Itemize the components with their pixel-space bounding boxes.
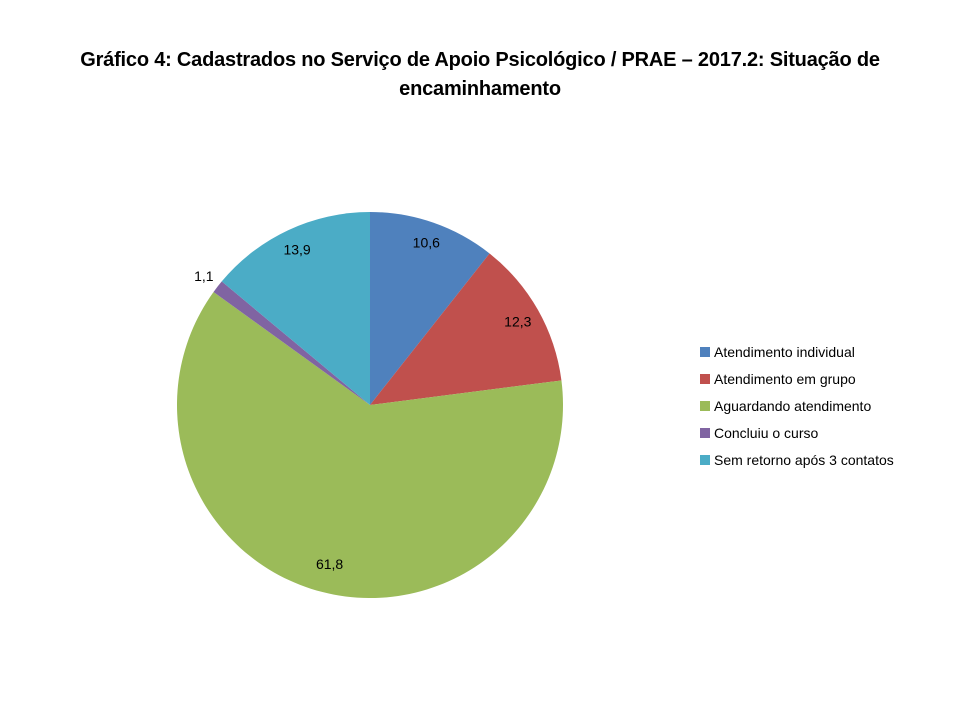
pie-slice-2 bbox=[176, 292, 563, 599]
title-line-2: encaminhamento bbox=[399, 78, 561, 100]
pie-slice-0 bbox=[370, 212, 490, 405]
pie-data-label-0: 10,6 bbox=[413, 235, 440, 251]
legend-swatch-icon bbox=[700, 428, 710, 438]
pie-data-label-3: 1,1 bbox=[194, 268, 214, 284]
legend-swatch-icon bbox=[700, 401, 710, 411]
legend-label: Atendimento individual bbox=[714, 344, 855, 360]
pie-chart: 10,6 12,3 61,8 1,1 13,9 bbox=[176, 211, 563, 599]
legend-label: Concluiu o curso bbox=[714, 425, 819, 441]
legend-label: Aguardando atendimento bbox=[714, 398, 872, 414]
page-title: Gráfico 4: Cadastrados no Serviço de Apo… bbox=[0, 46, 960, 104]
legend-label: Atendimento em grupo bbox=[714, 371, 856, 387]
legend-swatch-icon bbox=[700, 374, 710, 384]
legend-item-2: Aguardando atendimento bbox=[700, 398, 894, 414]
title-line-1: Gráfico 4: Cadastrados no Serviço de Apo… bbox=[80, 49, 880, 71]
legend-swatch-icon bbox=[700, 455, 710, 465]
legend-item-4: Sem retorno após 3 contatos bbox=[700, 452, 894, 468]
pie-data-label-4: 13,9 bbox=[283, 241, 310, 257]
legend-item-0: Atendimento individual bbox=[700, 344, 894, 360]
pie-data-label-2: 61,8 bbox=[316, 556, 343, 572]
pie-slice-4 bbox=[221, 211, 370, 405]
legend-swatch-icon bbox=[700, 347, 710, 357]
pie-data-label-1: 12,3 bbox=[504, 313, 531, 329]
legend-item-1: Atendimento em grupo bbox=[700, 371, 894, 387]
legend-item-3: Concluiu o curso bbox=[700, 425, 894, 441]
pie-slice-3 bbox=[213, 281, 370, 405]
chart-legend: Atendimento individual Atendimento em gru… bbox=[700, 344, 894, 480]
legend-label: Sem retorno após 3 contatos bbox=[714, 452, 894, 468]
pie-slice-1 bbox=[370, 253, 562, 405]
